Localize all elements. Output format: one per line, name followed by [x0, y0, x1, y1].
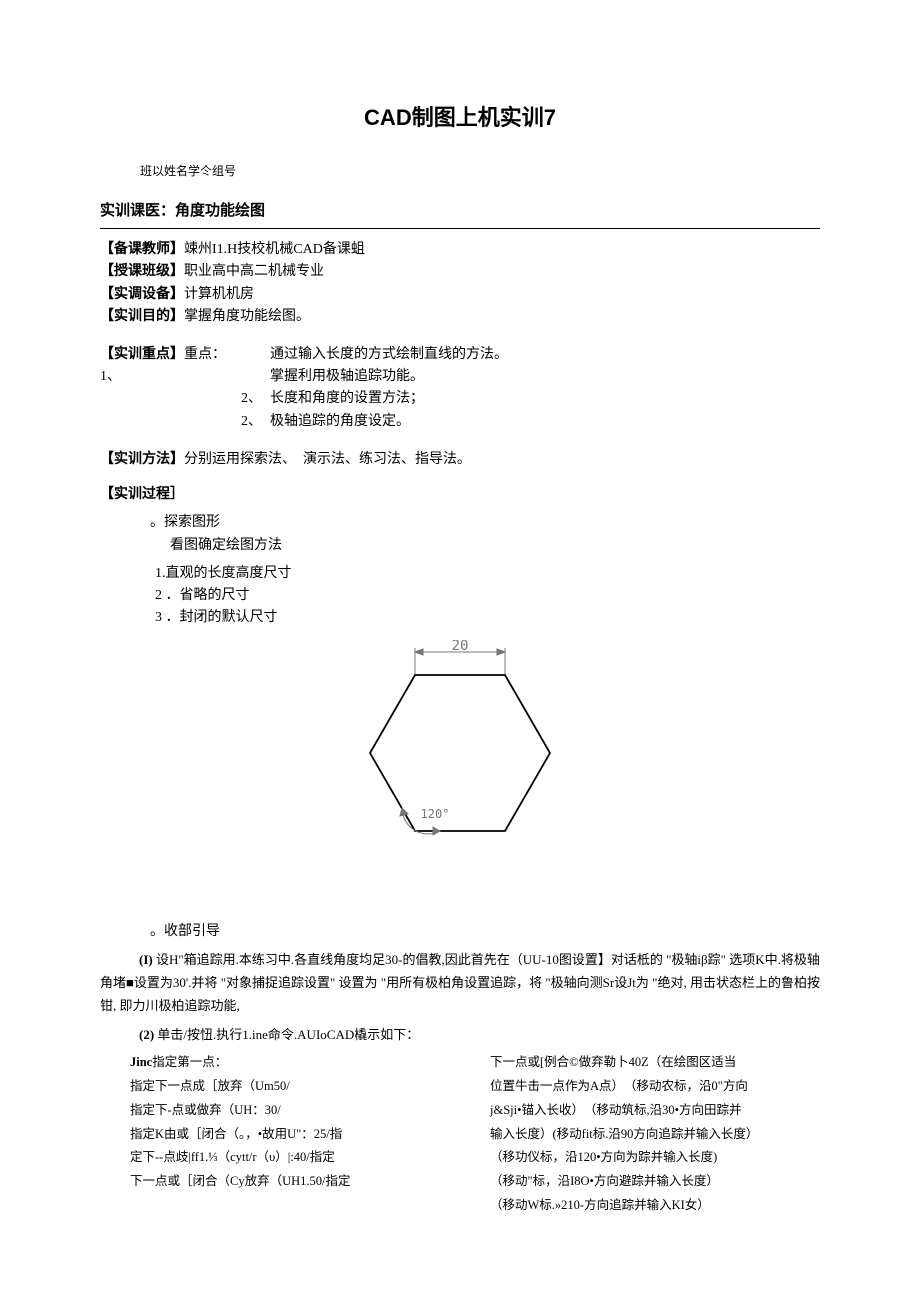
focus-num: 2、 [100, 388, 270, 410]
list-item: 1.直观的长度高度尺寸 [155, 563, 820, 585]
step-label: (I) [139, 952, 153, 967]
method-label: 【实训方法】 [100, 452, 184, 467]
paragraph-text: 单击/按忸.执行1.ine命令.AUIoCAD橇示如下： [154, 1027, 419, 1042]
focus-label: 【实训重点】重点： [100, 344, 270, 366]
cmd-line: Jinc指定第一点： [130, 1051, 460, 1075]
dimension-label: 20 [452, 640, 469, 654]
cmd-line: 指定K由或［闭合（。，•故用U"：25/指 [130, 1123, 460, 1147]
meta-value: 竦州I1.H技校机械CAD备课蛆 [184, 242, 365, 257]
meta-label: 【备课教师】 [100, 242, 184, 257]
meta-class: 【授课班级】职业高中高二机械专业 [100, 261, 820, 283]
hexagon-shape [370, 675, 550, 831]
right-column: 下一点或[例合©做弃勒卜40Z（在绘图区适当 位置牛击一点作为A点） （移动农标… [490, 1051, 820, 1217]
process-title: 【实训过程］ [100, 483, 820, 503]
focus-item: 通过输入长度的方式绘制直线的方法。 [270, 344, 820, 366]
cmd-line: （移动W标.»210-方向追踪并输入KI女） [490, 1194, 820, 1218]
meta-label: 【授课班级】 [100, 264, 184, 279]
focus-num: 2、 [100, 411, 270, 433]
paragraph-2: (2) 单击/按忸.执行1.ine命令.AUIoCAD橇示如下： [100, 1023, 820, 1046]
meta-teacher: 【备课教师】竦州I1.H技校机械CAD备课蛆 [100, 239, 820, 261]
section-title: 实训课医：角度功能绘图 [100, 199, 820, 220]
header-info: 班以姓名学仒组号 [100, 162, 820, 179]
meta-value: 计算机机房 [184, 287, 254, 302]
command-columns: Jinc指定第一点： 指定下一点成［放弃（Um50/ 指定下-点或做弃（UH：3… [100, 1051, 820, 1217]
explore-heading: 。探索图形 [150, 511, 820, 531]
focus-item: 极轴追踪的角度设定。 [270, 411, 820, 433]
focus-num: 1、 [100, 366, 270, 388]
cmd-line: 位置牛击一点作为A点） （移动农标，沿0"方向 [490, 1075, 820, 1099]
list-item: 2 ．省略的尺寸 [155, 585, 820, 607]
numbered-list: 1.直观的长度高度尺寸 2 ．省略的尺寸 3 ．封闭的默认尺寸 [100, 563, 820, 630]
explore-section: 。探索图形 看图确定绘图方法 [100, 511, 820, 557]
cmd-line: （移功仪标，沿120•方向为踪并输入长度) [490, 1146, 820, 1170]
cmd-line: 输入长度）(移动fit标.沿90方向追踪并输入长度） [490, 1123, 820, 1147]
meta-label: 【实调设备】 [100, 287, 184, 302]
cmd-line: j&Sji•锚入长收） （移动筑标,沿30•方向田踪并 [490, 1099, 820, 1123]
cmd-line: 下一点或[例合©做弃勒卜40Z（在绘图区适当 [490, 1051, 820, 1075]
cmd-line: 下一点或［闭合（Cy放弃（UH1.50/指定 [130, 1170, 460, 1194]
meta-block: 【备课教师】竦州I1.H技校机械CAD备课蛆 【授课班级】职业高中高二机械专业 … [100, 239, 820, 329]
explore-subtext: 看图确定绘图方法 [150, 535, 820, 557]
divider [100, 228, 820, 229]
cmd-line: （移动"标，沿I8O•方向避踪并输入长度） [490, 1170, 820, 1194]
method-value: 分别运用探索法、 演示法、练习法、指导法。 [184, 452, 471, 467]
list-item: 3 ．封闭的默认尺寸 [155, 607, 820, 629]
meta-equipment: 【实调设备】计算机机房 [100, 284, 820, 306]
method-line: 【实训方法】分别运用探索法、 演示法、练习法、指导法。 [100, 448, 820, 468]
paragraph-1: (I) 设H"箱追踪用.本练习中.各直线角度均足30-的倡教,因此首先在（UU-… [100, 948, 820, 1018]
cmd-line: 指定下一点成［放弃（Um50/ [130, 1075, 460, 1099]
hexagon-diagram: 20 120° [100, 640, 820, 905]
paragraph-text: 设H"箱追踪用.本练习中.各直线角度均足30-的倡教,因此首先在（UU-10图设… [100, 952, 820, 1014]
meta-value: 掌握角度功能绘图。 [184, 309, 310, 324]
cmd-line: 定下--点歧|ff1.⅓（cytt/r（υ）|:40/指定 [130, 1146, 460, 1170]
angle-label: 120° [421, 807, 450, 821]
meta-label: 【实训目的】 [100, 309, 184, 324]
focus-item: 掌握利用极轴追踪功能。 [270, 366, 820, 388]
focus-section: 【实训重点】重点： 通过输入长度的方式绘制直线的方法。 1、 掌握利用极轴追踪功… [100, 344, 820, 434]
focus-item: 长度和角度的设置方法； [270, 388, 820, 410]
left-column: Jinc指定第一点： 指定下一点成［放弃（Um50/ 指定下-点或做弃（UH：3… [130, 1051, 460, 1217]
step-label: (2) [139, 1027, 154, 1042]
cmd-line: 指定下-点或做弃（UH：30/ [130, 1099, 460, 1123]
meta-goal: 【实训目的】掌握角度功能绘图。 [100, 306, 820, 328]
page-title: CAD制图上机实训7 [100, 100, 820, 132]
meta-value: 职业高中高二机械专业 [184, 264, 324, 279]
hexagon-svg: 20 120° [330, 640, 590, 900]
guide-heading: 。收部引导 [100, 920, 820, 940]
